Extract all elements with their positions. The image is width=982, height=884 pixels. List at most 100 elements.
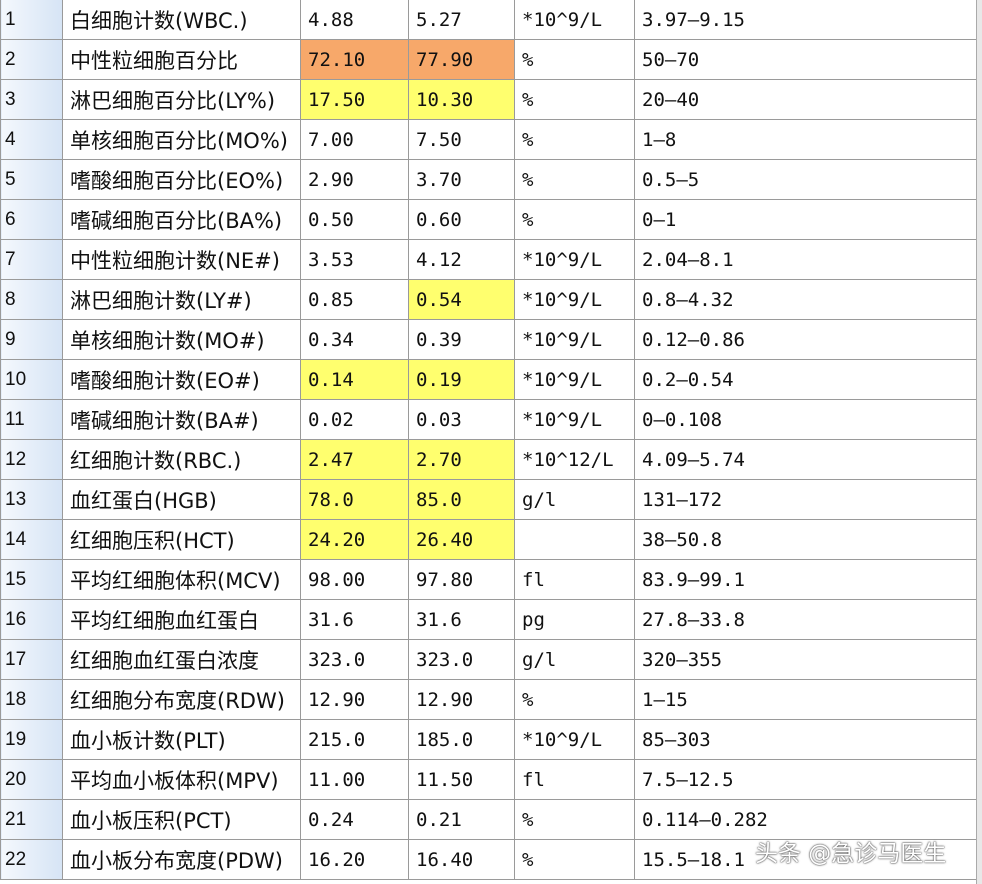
unit-cell[interactable]: % [514, 39, 635, 80]
test-name-cell[interactable]: 红细胞计数(RBC.) [62, 439, 301, 480]
row-number-cell[interactable]: 7 [0, 239, 63, 280]
value-2-cell[interactable]: 16.40 [408, 839, 515, 880]
reference-range-cell[interactable]: 85—303 [634, 719, 977, 760]
value-2-cell[interactable]: 31.6 [408, 599, 515, 640]
unit-cell[interactable]: % [514, 839, 635, 880]
row-number-cell[interactable]: 16 [0, 599, 63, 640]
reference-range-cell[interactable]: 3.97—9.15 [634, 0, 977, 40]
row-number-cell[interactable]: 12 [0, 439, 63, 480]
unit-cell[interactable] [514, 519, 635, 560]
value-2-cell[interactable]: 26.40 [408, 519, 515, 560]
test-name-cell[interactable]: 单核细胞计数(MO#) [62, 319, 301, 360]
value-2-cell[interactable]: 185.0 [408, 719, 515, 760]
row-number-cell[interactable]: 4 [0, 119, 63, 160]
row-number-cell[interactable]: 21 [0, 799, 63, 840]
unit-cell[interactable]: % [514, 119, 635, 160]
reference-range-cell[interactable]: 0.8—4.32 [634, 279, 977, 320]
value-1-cell[interactable]: 3.53 [300, 239, 409, 280]
unit-cell[interactable]: fl [514, 559, 635, 600]
value-2-cell[interactable]: 85.0 [408, 479, 515, 520]
test-name-cell[interactable]: 单核细胞百分比(MO%) [62, 119, 301, 160]
test-name-cell[interactable]: 血红蛋白(HGB) [62, 479, 301, 520]
value-1-cell[interactable]: 12.90 [300, 679, 409, 720]
unit-cell[interactable]: *10^9/L [514, 319, 635, 360]
test-name-cell[interactable]: 血小板压积(PCT) [62, 799, 301, 840]
row-number-cell[interactable]: 19 [0, 719, 63, 760]
value-2-cell[interactable]: 0.60 [408, 199, 515, 240]
value-1-cell[interactable]: 323.0 [300, 639, 409, 680]
test-name-cell[interactable]: 白细胞计数(WBC.) [62, 0, 301, 40]
value-2-cell[interactable]: 97.80 [408, 559, 515, 600]
unit-cell[interactable]: *10^9/L [514, 359, 635, 400]
unit-cell[interactable]: % [514, 679, 635, 720]
row-number-cell[interactable]: 10 [0, 359, 63, 400]
value-1-cell[interactable]: 98.00 [300, 559, 409, 600]
value-2-cell[interactable]: 11.50 [408, 759, 515, 800]
reference-range-cell[interactable]: 0.12—0.86 [634, 319, 977, 360]
value-1-cell[interactable]: 2.90 [300, 159, 409, 200]
row-number-cell[interactable]: 1 [0, 0, 63, 40]
value-1-cell[interactable]: 0.85 [300, 279, 409, 320]
unit-cell[interactable]: *10^12/L [514, 439, 635, 480]
reference-range-cell[interactable]: 27.8—33.8 [634, 599, 977, 640]
value-2-cell[interactable]: 0.21 [408, 799, 515, 840]
reference-range-cell[interactable]: 1—8 [634, 119, 977, 160]
row-number-cell[interactable]: 11 [0, 399, 63, 440]
row-number-cell[interactable]: 6 [0, 199, 63, 240]
unit-cell[interactable]: % [514, 199, 635, 240]
reference-range-cell[interactable]: 320—355 [634, 639, 977, 680]
row-number-cell[interactable]: 17 [0, 639, 63, 680]
unit-cell[interactable]: % [514, 159, 635, 200]
row-number-cell[interactable]: 9 [0, 319, 63, 360]
value-1-cell[interactable]: 31.6 [300, 599, 409, 640]
value-2-cell[interactable]: 3.70 [408, 159, 515, 200]
test-name-cell[interactable]: 嗜碱细胞百分比(BA%) [62, 199, 301, 240]
row-number-cell[interactable]: 2 [0, 39, 63, 80]
row-number-cell[interactable]: 14 [0, 519, 63, 560]
unit-cell[interactable]: *10^9/L [514, 399, 635, 440]
reference-range-cell[interactable]: 15.5—18.1 [634, 839, 977, 880]
unit-cell[interactable]: pg [514, 599, 635, 640]
row-number-cell[interactable]: 5 [0, 159, 63, 200]
value-1-cell[interactable]: 72.10 [300, 39, 409, 80]
test-name-cell[interactable]: 淋巴细胞百分比(LY%) [62, 79, 301, 120]
value-2-cell[interactable]: 0.39 [408, 319, 515, 360]
value-1-cell[interactable]: 17.50 [300, 79, 409, 120]
unit-cell[interactable]: *10^9/L [514, 239, 635, 280]
value-1-cell[interactable]: 0.34 [300, 319, 409, 360]
value-1-cell[interactable]: 24.20 [300, 519, 409, 560]
test-name-cell[interactable]: 中性粒细胞百分比 [62, 39, 301, 80]
test-name-cell[interactable]: 平均血小板体积(MPV) [62, 759, 301, 800]
value-2-cell[interactable]: 2.70 [408, 439, 515, 480]
reference-range-cell[interactable]: 20—40 [634, 79, 977, 120]
row-number-cell[interactable]: 18 [0, 679, 63, 720]
reference-range-cell[interactable]: 83.9—99.1 [634, 559, 977, 600]
row-number-cell[interactable]: 22 [0, 839, 63, 880]
value-1-cell[interactable]: 0.02 [300, 399, 409, 440]
unit-cell[interactable]: g/l [514, 479, 635, 520]
value-1-cell[interactable]: 2.47 [300, 439, 409, 480]
test-name-cell[interactable]: 平均红细胞血红蛋白 [62, 599, 301, 640]
reference-range-cell[interactable]: 1—15 [634, 679, 977, 720]
test-name-cell[interactable]: 平均红细胞体积(MCV) [62, 559, 301, 600]
unit-cell[interactable]: g/l [514, 639, 635, 680]
value-1-cell[interactable]: 4.88 [300, 0, 409, 40]
test-name-cell[interactable]: 红细胞分布宽度(RDW) [62, 679, 301, 720]
test-name-cell[interactable]: 中性粒细胞计数(NE#) [62, 239, 301, 280]
value-2-cell[interactable]: 7.50 [408, 119, 515, 160]
test-name-cell[interactable]: 嗜碱细胞计数(BA#) [62, 399, 301, 440]
value-1-cell[interactable]: 215.0 [300, 719, 409, 760]
value-2-cell[interactable]: 0.03 [408, 399, 515, 440]
row-number-cell[interactable]: 13 [0, 479, 63, 520]
value-2-cell[interactable]: 0.54 [408, 279, 515, 320]
unit-cell[interactable]: % [514, 79, 635, 120]
test-name-cell[interactable]: 嗜酸细胞百分比(EO%) [62, 159, 301, 200]
row-number-cell[interactable]: 15 [0, 559, 63, 600]
value-1-cell[interactable]: 0.14 [300, 359, 409, 400]
value-1-cell[interactable]: 11.00 [300, 759, 409, 800]
value-1-cell[interactable]: 0.24 [300, 799, 409, 840]
unit-cell[interactable]: *10^9/L [514, 719, 635, 760]
unit-cell[interactable]: fl [514, 759, 635, 800]
value-2-cell[interactable]: 12.90 [408, 679, 515, 720]
reference-range-cell[interactable]: 4.09—5.74 [634, 439, 977, 480]
